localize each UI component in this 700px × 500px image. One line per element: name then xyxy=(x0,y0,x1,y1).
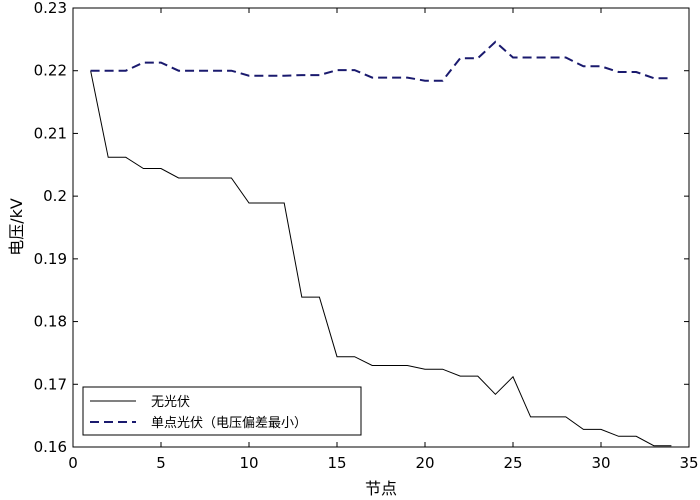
series-line-no-pv xyxy=(90,70,672,447)
y-tick-label: 0.23 xyxy=(34,0,67,17)
y-tick-label: 0.16 xyxy=(34,438,67,456)
x-axis-ticks: 0 5 10 15 20 25 30 35 xyxy=(68,8,699,472)
series-lines xyxy=(90,40,672,447)
y-axis-label: 电压/kV xyxy=(7,198,26,256)
x-tick-label: 30 xyxy=(591,454,610,472)
x-tick-label: 0 xyxy=(68,454,78,472)
y-tick-label: 0.17 xyxy=(34,375,67,393)
y-tick-label: 0.19 xyxy=(34,250,67,268)
x-tick-label: 5 xyxy=(156,454,166,472)
x-tick-label: 20 xyxy=(415,454,434,472)
y-tick-label: 0.22 xyxy=(34,62,67,80)
x-axis-label: 节点 xyxy=(365,479,397,498)
legend: 无光伏 单点光伏（电压偏差最小） xyxy=(82,386,362,436)
x-tick-label: 35 xyxy=(679,454,698,472)
y-axis-ticks: 0.16 0.17 0.18 0.19 0.2 0.21 0.22 0.23 xyxy=(34,0,689,456)
legend-label-no-pv: 无光伏 xyxy=(151,395,190,410)
x-tick-label: 15 xyxy=(327,454,346,472)
legend-box xyxy=(82,386,362,436)
y-tick-label: 0.2 xyxy=(43,187,67,205)
x-tick-label: 10 xyxy=(239,454,258,472)
y-tick-label: 0.21 xyxy=(34,124,67,142)
plot-area xyxy=(72,7,690,448)
legend-label-single-pv: 单点光伏（电压偏差最小） xyxy=(151,416,307,431)
y-tick-label: 0.18 xyxy=(34,313,67,331)
series-line-single-pv xyxy=(90,40,672,82)
x-tick-label: 25 xyxy=(503,454,522,472)
